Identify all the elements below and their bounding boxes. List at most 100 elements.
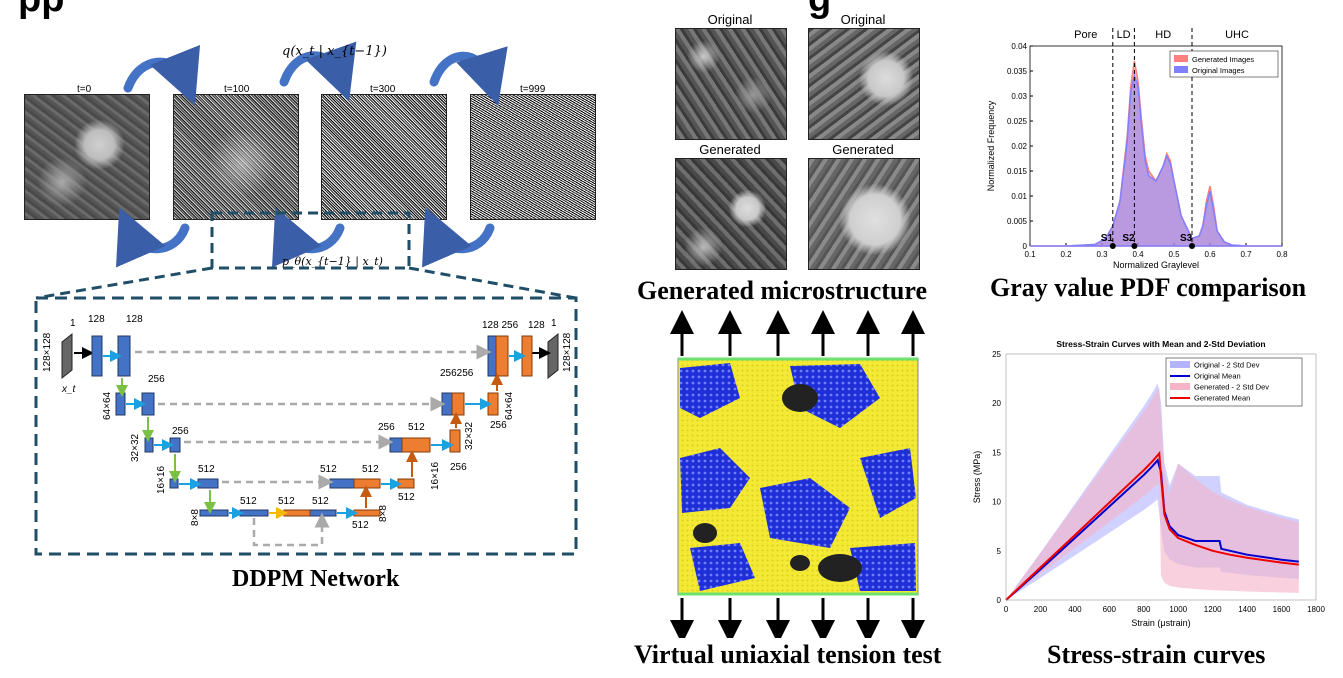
pdf-region-2: HD xyxy=(1155,29,1171,41)
ss-legend-label-2: Generated - 2 Std Dev xyxy=(1194,383,1269,392)
zoom-box xyxy=(210,211,411,270)
net-label-u512d: 512 xyxy=(352,520,369,531)
ss-xtick-label-8: 1600 xyxy=(1273,605,1291,614)
micro-original-1 xyxy=(675,28,787,140)
pdf-xtick-label-3: 0.4 xyxy=(1132,250,1144,259)
net-label-xt: x_t xyxy=(61,384,77,395)
net-label-s8r: 8×8 xyxy=(378,505,389,522)
enc-block-2b xyxy=(141,392,155,416)
pdf-region-0: Pore xyxy=(1074,29,1097,41)
ss-xtick-label-5: 1000 xyxy=(1169,605,1187,614)
ss-xtick-label-1: 200 xyxy=(1034,605,1048,614)
net-label-s32: 32×32 xyxy=(130,433,141,462)
net-label-s64r: 64×64 xyxy=(504,391,515,420)
pdf-ytick-label-2: 0.01 xyxy=(1011,192,1027,201)
diffusion-image-t300 xyxy=(321,94,447,220)
pdf-legend-swatch-0 xyxy=(1174,55,1188,62)
pdf-xtick-label-0: 0.1 xyxy=(1024,250,1036,259)
net-label-u512a: 512 xyxy=(320,464,337,475)
bottleneck-4 xyxy=(309,509,337,517)
gray-pdf-title: Gray value PDF comparison xyxy=(990,273,1307,302)
ss-band-generated xyxy=(1006,387,1299,600)
pdf-xtick-label-2: 0.3 xyxy=(1096,250,1108,259)
dec-block-2a xyxy=(441,392,453,416)
net-label-c256a: 256 xyxy=(148,374,165,385)
net-label-u512b: 512 xyxy=(362,464,379,475)
micro-label-original-1: Original xyxy=(707,12,753,27)
forward-arrow-3 xyxy=(429,46,508,106)
enc-block-3b xyxy=(169,437,181,453)
net-label-s64: 64×64 xyxy=(102,391,113,420)
step-label-999: t=999 xyxy=(520,84,546,95)
input-image xyxy=(61,332,73,380)
pdf-threshold-label-0: S1 xyxy=(1101,233,1114,244)
reverse-arrow-2 xyxy=(272,207,345,268)
pdf-ytick-label-7: 0.035 xyxy=(1007,67,1028,76)
enc-block-3a xyxy=(144,437,154,453)
ss-xtick-label-2: 400 xyxy=(1068,605,1082,614)
stress-strain-chart: Stress-Strain Curves with Mean and 2-Std… xyxy=(972,339,1325,628)
pdf-ytick-label-4: 0.02 xyxy=(1011,142,1027,151)
net-label-s16: 16×16 xyxy=(156,465,167,494)
pdf-threshold-point-0 xyxy=(1109,243,1116,249)
net-label-b512b: 512 xyxy=(278,496,295,507)
forward-arrow-2 xyxy=(279,41,357,102)
diffusion-image-t0 xyxy=(24,94,150,220)
pdf-xtick-label-6: 0.7 xyxy=(1240,250,1252,259)
dec-block-3b xyxy=(401,437,431,453)
dec-block-1b xyxy=(495,335,509,377)
stress-strain-title: Stress-strain curves xyxy=(1047,640,1266,669)
net-label-u512e: 512 xyxy=(408,422,425,433)
reverse-arrow-1 xyxy=(116,207,190,268)
net-label-u128: 128 256 xyxy=(482,320,519,331)
net-label-u256b: 256 xyxy=(450,462,467,473)
pdf-region-1: LD xyxy=(1117,29,1131,41)
step-label-0: t=0 xyxy=(77,84,92,95)
net-label-u256: 256 xyxy=(378,422,395,433)
pdf-threshold-point-1 xyxy=(1131,243,1138,249)
enc-block-4b xyxy=(197,478,219,489)
dec-block-3a xyxy=(389,437,403,453)
enc-block-4a xyxy=(169,478,179,489)
micro-original-2 xyxy=(808,28,920,140)
dec-block-2c xyxy=(487,392,499,416)
reverse-equation: p_θ(x_{t−1} | x_t) xyxy=(282,255,383,268)
net-label-out-ch: 1 xyxy=(551,318,557,329)
bottleneck-5 xyxy=(353,509,381,517)
net-label-u128b: 128 xyxy=(528,320,545,331)
ss-ylabel: Stress (MPa) xyxy=(972,451,982,504)
ss-xtick-label-6: 1200 xyxy=(1204,605,1222,614)
ss-ytick-label-2: 10 xyxy=(992,498,1001,507)
bottleneck-1 xyxy=(199,509,229,517)
bottleneck-2 xyxy=(239,509,269,517)
ss-legend-label-0: Original - 2 Std Dev xyxy=(1194,361,1260,370)
pdf-ytick-label-5: 0.025 xyxy=(1007,117,1028,126)
ss-legend-swatch-2 xyxy=(1170,383,1190,390)
step-label-300: t=300 xyxy=(370,84,396,95)
ss-legend-swatch-0 xyxy=(1170,361,1190,368)
net-label-s8: 8×8 xyxy=(190,509,201,526)
diffusion-image-t100 xyxy=(173,94,299,220)
net-label-c512a: 512 xyxy=(198,464,215,475)
diffusion-image-t999 xyxy=(470,94,596,220)
dec-block-4a xyxy=(329,478,355,489)
net-label-b512c: 512 xyxy=(312,496,329,507)
ss-xtick-label-4: 800 xyxy=(1137,605,1151,614)
pdf-xlabel: Normalized Graylevel xyxy=(1113,260,1199,270)
micro-label-original-2: Original xyxy=(840,12,886,27)
ss-xtick-label-0: 0 xyxy=(1004,605,1009,614)
net-label-in-size: 128×128 xyxy=(42,332,53,372)
title-fragment-left: pp xyxy=(18,0,64,21)
pdf-ytick-label-0: 0 xyxy=(1023,242,1028,251)
bottleneck-3 xyxy=(283,509,311,517)
tension-test-figure xyxy=(670,310,925,638)
micro-generated-1 xyxy=(675,158,787,270)
ss-legend-label-1: Original Mean xyxy=(1194,372,1241,381)
pdf-threshold-label-2: S3 xyxy=(1180,233,1193,244)
enc-block-2a xyxy=(115,392,126,416)
ss-chart-title: Stress-Strain Curves with Mean and 2-Std… xyxy=(1056,339,1265,349)
pdf-xtick-label-5: 0.6 xyxy=(1204,250,1216,259)
net-label-b512a: 512 xyxy=(240,496,257,507)
micro-generated-2 xyxy=(808,158,920,270)
ddpm-network-diagram: 1 128 128 128×128 x_t 256 64×64 256 32×3… xyxy=(34,211,578,556)
